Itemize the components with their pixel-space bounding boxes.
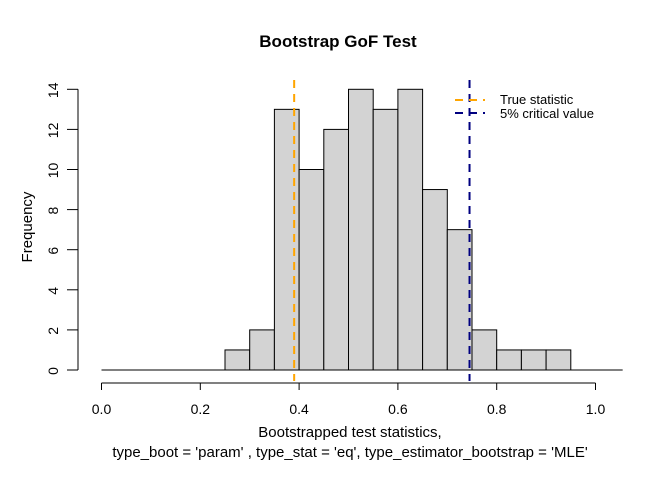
svg-text:0: 0 xyxy=(45,367,61,375)
orange-dashed-line-icon xyxy=(455,98,485,101)
x-axis-title-line-1: Bootstrapped test statistics, xyxy=(258,424,442,441)
x-axis-title: Bootstrapped test statistics, type_boot … xyxy=(28,423,672,462)
svg-text:4: 4 xyxy=(45,287,61,295)
svg-text:12: 12 xyxy=(45,122,61,138)
chart-title: Bootstrap GoF Test xyxy=(259,32,417,51)
svg-text:2: 2 xyxy=(45,327,61,335)
legend-item-critical-value: 5% critical value xyxy=(455,107,594,121)
x-axis-title-line-2: type_boot = 'param' , type_stat = 'eq', … xyxy=(112,443,588,461)
svg-text:1.0: 1.0 xyxy=(586,401,606,417)
svg-text:0.0: 0.0 xyxy=(92,401,112,417)
legend-label-true-statistic: True statistic xyxy=(500,92,574,108)
svg-text:0.2: 0.2 xyxy=(191,401,211,417)
svg-text:8: 8 xyxy=(45,206,61,214)
svg-text:10: 10 xyxy=(45,163,61,179)
legend-item-true-statistic: True statistic xyxy=(455,93,594,107)
svg-text:0.6: 0.6 xyxy=(388,401,408,417)
svg-text:0.4: 0.4 xyxy=(289,401,309,417)
legend-label-critical-value: 5% critical value xyxy=(500,105,594,121)
legend: True statistic 5% critical value xyxy=(455,93,594,120)
svg-text:14: 14 xyxy=(45,82,61,98)
svg-text:0.8: 0.8 xyxy=(487,401,507,417)
svg-text:6: 6 xyxy=(45,247,61,255)
navy-dashed-line-icon xyxy=(455,112,485,115)
